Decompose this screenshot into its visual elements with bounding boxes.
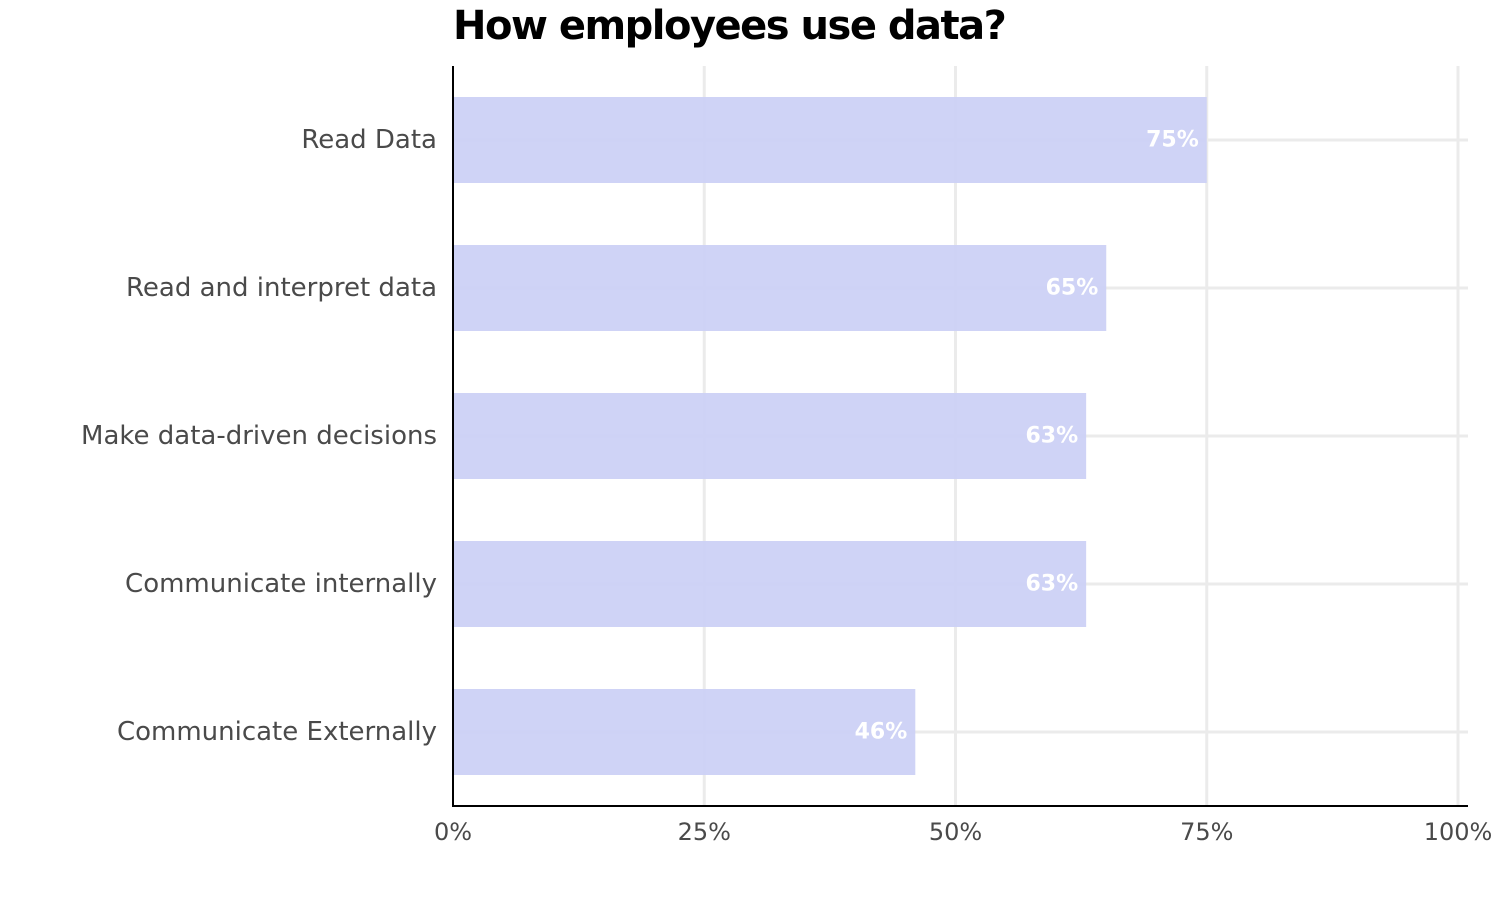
labels: Read Data Read and interpret data Make dat… [81, 125, 1492, 846]
data-label: 63% [1025, 572, 1078, 597]
bar [453, 541, 1087, 627]
bar [453, 245, 1107, 331]
x-tick-label: 50% [929, 818, 982, 846]
bar [453, 689, 916, 775]
axes [452, 66, 1468, 807]
data-label: 65% [1046, 276, 1099, 301]
category-label: Communicate Externally [117, 717, 437, 747]
bar [453, 97, 1207, 183]
category-label: Make data-driven decisions [81, 421, 437, 451]
category-label: Read and interpret data [126, 273, 437, 303]
bars [453, 97, 1207, 775]
data-label: 75% [1146, 128, 1199, 153]
x-tick-label: 100% [1424, 818, 1493, 846]
chart-title: How employees use data? [453, 3, 1007, 49]
x-tick-label: 25% [678, 818, 731, 846]
data-label: 63% [1025, 424, 1078, 449]
bar [453, 393, 1087, 479]
x-tick-label: 75% [1180, 818, 1233, 846]
category-label: Read Data [301, 125, 437, 155]
x-tick-label: 0% [434, 818, 472, 846]
category-label: Communicate internally [125, 569, 437, 599]
data-label: 46% [855, 720, 908, 745]
